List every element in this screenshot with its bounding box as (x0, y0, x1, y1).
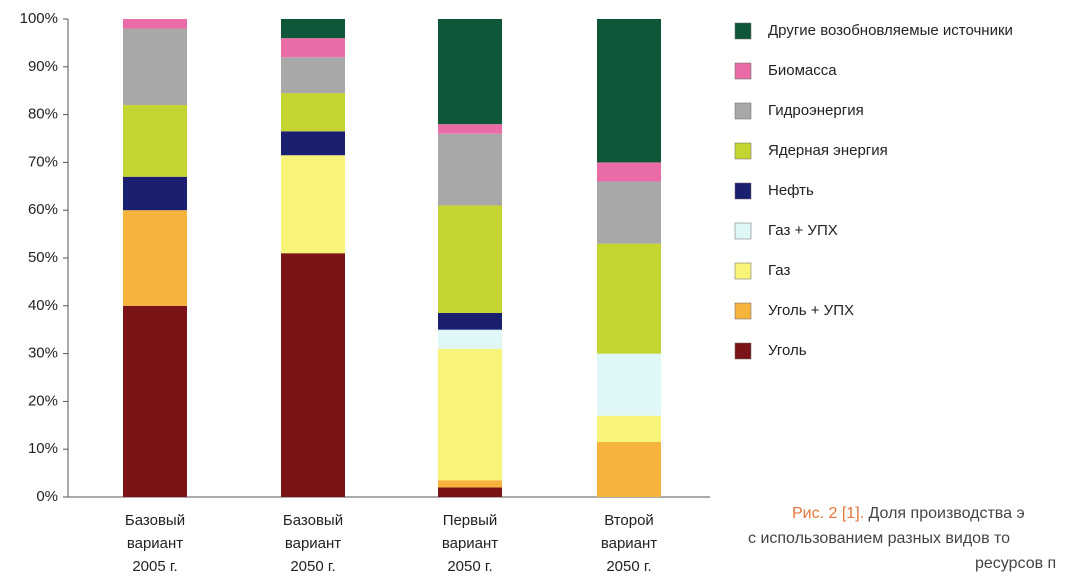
bar-segment (438, 480, 502, 488)
legend-label: Уголь (768, 342, 807, 359)
legend-label: Другие возобновляемые источники (768, 22, 1013, 39)
legend-swatch (734, 302, 752, 320)
legend-swatch (734, 182, 752, 200)
bar-segment (597, 181, 661, 244)
legend-label: Биомасса (768, 62, 837, 79)
bar-segment (123, 19, 187, 29)
bar-segment (438, 312, 502, 330)
legend-label: Нефть (768, 182, 814, 199)
caption-line: Рис. 2 [1]. Доля производства э (792, 505, 1025, 523)
y-tick-label: 60% (28, 201, 58, 218)
bar-segment (123, 105, 187, 177)
bar-segment (281, 19, 345, 39)
bar-segment (281, 253, 345, 497)
bar-segment (597, 415, 661, 443)
bar-segment (281, 93, 345, 132)
bar-segment (123, 210, 187, 306)
caption-label: Рис. 2 [1]. (792, 505, 865, 522)
legend-label: Газ (768, 262, 790, 279)
y-tick-label: 0% (36, 488, 58, 505)
bar-segment (281, 131, 345, 156)
x-tick-label: Базовый вариант 2050 г. (282, 512, 344, 575)
bar-segment (438, 205, 502, 313)
bar-segment (281, 155, 345, 254)
caption-text: Доля производства э (868, 505, 1025, 522)
bar-segment (438, 487, 502, 497)
legend-swatch (734, 62, 752, 80)
y-tick-label: 50% (28, 249, 58, 266)
bar-segment (597, 162, 661, 182)
bar-segment (123, 28, 187, 106)
x-tick-label: Второй вариант 2050 г. (600, 512, 658, 575)
y-tick-label: 40% (28, 297, 58, 314)
x-tick-label: Базовый вариант 2005 г. (124, 512, 186, 575)
bar-segment (438, 329, 502, 349)
y-tick-label: 90% (28, 58, 58, 75)
caption-text: с использованием разных видов то (748, 530, 1011, 547)
legend-swatch (734, 142, 752, 160)
legend-swatch (734, 262, 752, 280)
legend-label: Гидроэнергия (768, 102, 864, 119)
bar-segment (597, 442, 661, 497)
legend-swatch (734, 342, 752, 360)
y-tick-label: 30% (28, 345, 58, 362)
bar-segment (438, 19, 502, 125)
legend-label: Уголь + УПХ (768, 302, 854, 319)
y-tick-label: 20% (28, 392, 58, 409)
bar-segment (281, 57, 345, 94)
bar-segment (438, 133, 502, 206)
bar-segment (123, 176, 187, 211)
legend-swatch (734, 22, 752, 40)
legend-swatch (734, 102, 752, 120)
legend-label: Газ + УПХ (768, 222, 838, 239)
bar-segment (597, 353, 661, 416)
y-tick-label: 10% (28, 440, 58, 457)
bar-segment (123, 305, 187, 497)
y-tick-label: 70% (28, 153, 58, 170)
bar-segment (281, 38, 345, 58)
y-tick-label: 100% (20, 10, 58, 27)
legend-label: Ядерная энергия (768, 142, 888, 159)
bar-segment (597, 243, 661, 354)
x-tick-label: Первый вариант 2050 г. (441, 512, 499, 575)
bar-segment (597, 19, 661, 163)
bar-segment (438, 124, 502, 134)
y-tick-label: 80% (28, 106, 58, 123)
legend-swatch (734, 222, 752, 240)
bar-segment (438, 348, 502, 481)
caption-text: ресурсов п (975, 555, 1057, 572)
